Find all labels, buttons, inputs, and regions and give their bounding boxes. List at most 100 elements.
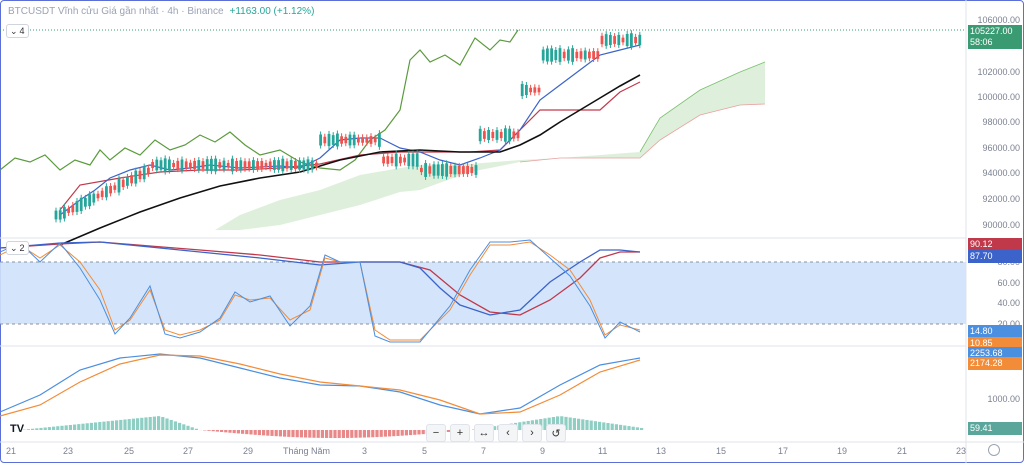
candle-body (109, 186, 112, 194)
macd-hist-bar (572, 418, 576, 430)
candle-body (533, 87, 537, 93)
macd-hist-bar (396, 430, 400, 436)
reset-chart-button[interactable]: ↺ (546, 424, 566, 442)
time-axis-tick: 3 (362, 446, 368, 456)
macd-hist-bar (207, 430, 211, 431)
macd-hist-bar (215, 430, 219, 432)
macd-hist-bar (131, 418, 135, 430)
stoch-d-high-tag: 90.12 (968, 238, 1022, 251)
senkou-a-line (639, 61, 766, 153)
macd-hist-bar (585, 419, 589, 430)
candle-body (441, 164, 444, 176)
macd-hist-bar (165, 418, 169, 430)
settings-gear-icon[interactable] (988, 444, 1000, 456)
time-axis-tick: 29 (243, 446, 254, 456)
candle-body (352, 134, 356, 146)
candle-body (529, 87, 532, 93)
zoom-in-button[interactable]: + (450, 424, 470, 442)
candle-body (298, 160, 301, 170)
candle-body (386, 156, 390, 164)
stoch-count: 2 (19, 243, 25, 253)
macd-hist-bar (388, 430, 392, 437)
macd-hist-bar (262, 430, 266, 436)
candle-body (260, 160, 264, 170)
candle-body (294, 160, 297, 170)
macd-hist-bar (493, 426, 497, 430)
macd-hist-bar (110, 420, 114, 430)
macd-hist-bar (43, 427, 47, 430)
candle-body (554, 49, 558, 61)
macd-hist-bar (35, 428, 39, 430)
macd-hist-bar (446, 430, 450, 432)
macd-hist-bar (598, 421, 602, 430)
macd-hist-bar (581, 419, 585, 430)
candle-body (323, 136, 327, 144)
candle-body (466, 165, 469, 175)
macd-axis-label: 1000.00 (987, 394, 1020, 404)
macd-hist-bar (148, 416, 152, 430)
macd-hist-bar (329, 430, 333, 438)
candle-body (147, 167, 150, 174)
price-change: +1163.00 (+1.12%) (229, 6, 315, 17)
stoch-d-low-value: 10.85 (970, 338, 993, 348)
candle-body (226, 162, 230, 168)
macd-hist-bar (367, 430, 371, 438)
macd-hist-bar (161, 416, 165, 430)
macd-hist-bar (577, 418, 581, 430)
macd-hist-bar (291, 430, 295, 438)
candle-body (273, 160, 276, 170)
candle-body (520, 83, 524, 97)
macd-hist-bar (115, 420, 119, 430)
indicator-count: 4 (19, 26, 25, 36)
price-axis-tick: 106000.00 (977, 15, 1020, 25)
macd-hist-bar (157, 416, 161, 430)
candle-body (512, 131, 516, 139)
macd-hist-bar (68, 424, 72, 430)
stoch-pane-toggle[interactable]: ⌄ 2 (6, 241, 29, 255)
macd-hist-bar (333, 430, 337, 438)
candle-body (247, 161, 251, 169)
macd-hist-bar (186, 425, 190, 430)
candle-body (63, 207, 66, 219)
candle-body (252, 160, 255, 170)
scroll-left-button[interactable]: ‹ (498, 424, 518, 442)
candle-body (357, 137, 360, 143)
scroll-right-button[interactable]: › (522, 424, 542, 442)
chevron-down-icon: ⌄ (10, 243, 18, 253)
candle-body (113, 185, 117, 190)
macd-hist-bar (85, 423, 89, 430)
macd-hist-bar (236, 430, 240, 434)
macd-hist-bar (31, 428, 35, 430)
macd-hist-bar (194, 428, 198, 430)
macd-hist-bar (518, 422, 522, 430)
senkou-b-line (519, 103, 766, 163)
macd-hist-bar (379, 430, 383, 437)
candle-body (327, 133, 331, 147)
candle-body (361, 137, 364, 143)
macd-hist-bar (119, 419, 123, 430)
time-axis-tick: 13 (656, 446, 667, 456)
candle-body (88, 194, 91, 207)
indicators-toggle[interactable]: ⌄ 4 (6, 24, 29, 38)
hist-value: 59.41 (970, 423, 993, 433)
tradingview-logo-icon[interactable]: TV (10, 423, 25, 435)
candle-body (168, 159, 171, 171)
symbol-header[interactable]: BTCUSDT Vĩnh cửu Giá gần nhất · 4h · Bin… (8, 6, 314, 17)
macd-hist-bar (312, 430, 316, 438)
reset-scale-button[interactable]: ↔ (474, 424, 494, 442)
candle-body (424, 163, 427, 177)
candle-body (159, 160, 163, 170)
macd-hist-bar (178, 422, 182, 430)
macd-hist-bar (169, 419, 173, 430)
candle-body (583, 50, 587, 60)
macd-hist-bar (375, 430, 379, 438)
macd-hist-bar (614, 424, 618, 430)
price-axis-tick: 98000.00 (982, 117, 1020, 127)
macd-hist-bar (421, 430, 425, 435)
zoom-out-button[interactable]: − (426, 424, 446, 442)
macd-value: 2253.68 (970, 348, 1003, 358)
macd-hist-bar (589, 420, 593, 430)
macd-hist-bar (358, 430, 362, 438)
candle-body (235, 160, 238, 170)
